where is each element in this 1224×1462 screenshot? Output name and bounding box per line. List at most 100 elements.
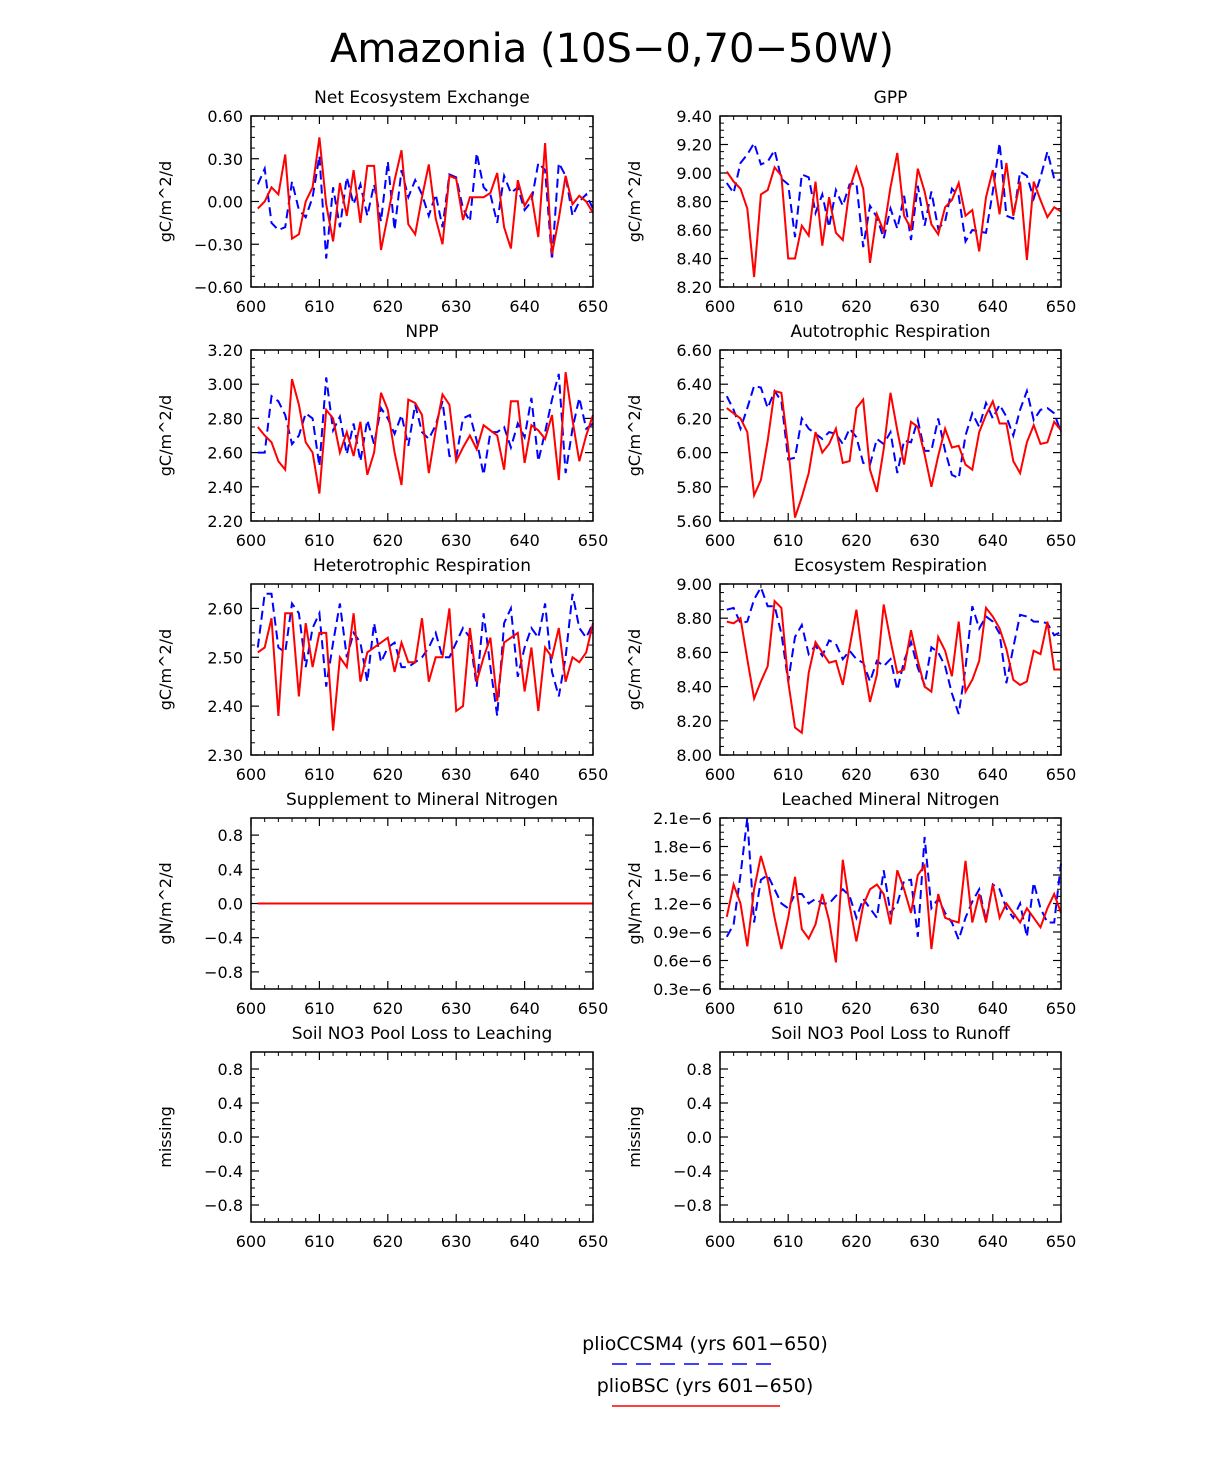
y-axis-label: gC/m^2/d [625,629,644,710]
x-tick-label: 620 [373,531,404,550]
y-tick-label: 2.80 [207,409,243,428]
y-tick-label: 2.60 [207,599,243,618]
y-tick-label: −0.4 [204,929,243,948]
x-tick-label: 600 [705,765,736,784]
series-line-plioccsm4 [256,152,594,260]
x-tick-label: 600 [236,1232,267,1251]
x-tick-label: 620 [841,531,872,550]
x-tick-label: 620 [373,765,404,784]
panel-title: GPP [874,88,908,108]
x-tick-label: 650 [1046,297,1077,316]
x-tick-label: 630 [441,1232,472,1251]
y-tick-label: 9.00 [676,575,712,594]
x-tick-label: 620 [841,999,872,1018]
y-tick-label: 0.8 [218,1060,243,1079]
series-line-plioccsm4 [726,585,1062,715]
y-tick-label: 1.2e−6 [653,895,712,914]
x-tick-label: 630 [909,999,940,1018]
y-tick-label: 6.20 [676,409,712,428]
y-tick-label: 0.4 [687,1094,712,1113]
y-tick-label: 2.1e−6 [653,809,712,828]
x-tick-label: 640 [509,297,540,316]
plot-frame [250,115,594,288]
y-tick-label: 8.00 [676,746,712,765]
y-tick-label: 8.40 [676,250,712,269]
y-tick-label: 0.4 [218,1094,243,1113]
x-tick-label: 620 [841,765,872,784]
x-tick-label: 630 [909,531,940,550]
panel-title: Ecosystem Respiration [794,556,987,576]
y-tick-label: −0.30 [194,235,243,254]
x-tick-label: 640 [509,765,540,784]
series-line-plioccsm4 [257,373,594,475]
x-tick-label: 650 [578,999,609,1018]
y-axis-label: gC/m^2/d [625,161,644,242]
x-tick-label: 650 [1046,765,1077,784]
y-axis-label: missing [625,1106,644,1167]
y-tick-label: 0.8 [218,826,243,845]
plot-frame [250,1051,594,1223]
y-tick-label: 9.20 [676,136,712,155]
x-tick-label: 650 [578,1232,609,1251]
panel-net-ecosystem-exchange: Net Ecosystem Exchange gC/m^2/d 600 610 620 6… [156,88,608,316]
x-tick-label: 610 [773,297,804,316]
y-axis-label: gC/m^2/d [156,161,175,242]
x-tick-label: 650 [1046,999,1077,1018]
x-tick-label: 600 [236,531,267,550]
x-tick-label: 610 [773,1232,804,1251]
panel-leached-mineral-nitrogen: Leached Mineral Nitrogen gN/m^2/d 600 610 62… [625,790,1076,1018]
panel-heterotrophic-respiration: Heterotrophic Respiration gC/m^2/d 600 610 6… [156,556,608,784]
panel-grid: Net Ecosystem Exchange gC/m^2/d 600 610 620 6… [156,88,1076,1251]
y-tick-label: 5.80 [676,478,712,497]
panel-npp: NPP gC/m^2/d 600 610 620 630 640 650 2.20 2.40 2.6… [156,322,608,550]
series-line-pliobsc [725,152,1062,278]
series-line-pliobsc [725,855,1062,963]
y-axis-label: gN/m^2/d [625,862,644,944]
legend-label-pliocCSM4: plioCCSM4 (yrs 601−650) [582,1333,828,1355]
x-tick-label: 620 [373,297,404,316]
x-tick-label: 610 [304,765,335,784]
y-tick-label: 8.60 [676,221,712,240]
x-tick-label: 600 [236,765,267,784]
x-tick-label: 650 [578,297,609,316]
y-tick-label: 6.60 [676,341,712,360]
x-tick-label: 630 [909,765,940,784]
x-tick-label: 610 [773,531,804,550]
y-tick-label: 8.20 [676,712,712,731]
panel-title: Soil NO3 Pool Loss to Leaching [292,1024,553,1044]
y-tick-label: 6.40 [676,375,712,394]
y-tick-label: −0.60 [194,278,243,297]
x-tick-label: 640 [978,765,1009,784]
x-tick-label: 610 [304,297,335,316]
y-tick-label: 2.40 [207,478,243,497]
y-tick-label: 3.00 [207,375,243,394]
y-tick-label: 0.0 [218,1128,243,1147]
plot-frame [719,583,1062,756]
y-tick-label: 8.40 [676,678,712,697]
main-title: Amazonia (10S−0,70−50W) [330,26,894,72]
y-axis-label: gC/m^2/d [156,629,175,710]
x-tick-label: 640 [978,999,1009,1018]
series-line-plioccsm4 [725,384,1062,480]
panel-title: NPP [405,322,438,342]
y-tick-label: 2.40 [207,697,243,716]
legend: plioCCSM4 (yrs 601−650) plioBSC (yrs 601… [582,1333,828,1407]
y-tick-label: −0.8 [204,963,243,982]
x-tick-label: 630 [441,531,472,550]
x-tick-label: 610 [304,531,335,550]
x-tick-label: 640 [978,1232,1009,1251]
y-tick-label: 0.3e−6 [653,980,712,999]
plot-frame [250,583,594,756]
panel-title: Leached Mineral Nitrogen [781,790,999,810]
x-tick-label: 650 [578,531,609,550]
plot-frame [719,115,1062,288]
plot-frame [719,1051,1062,1223]
y-tick-label: 0.00 [207,193,243,212]
y-tick-label: 6.00 [676,444,712,463]
x-tick-label: 620 [841,297,872,316]
y-tick-label: 1.5e−6 [653,866,712,885]
y-tick-label: 2.20 [207,512,243,531]
plot-frame [719,817,1062,990]
y-tick-label: 0.0 [687,1128,712,1147]
